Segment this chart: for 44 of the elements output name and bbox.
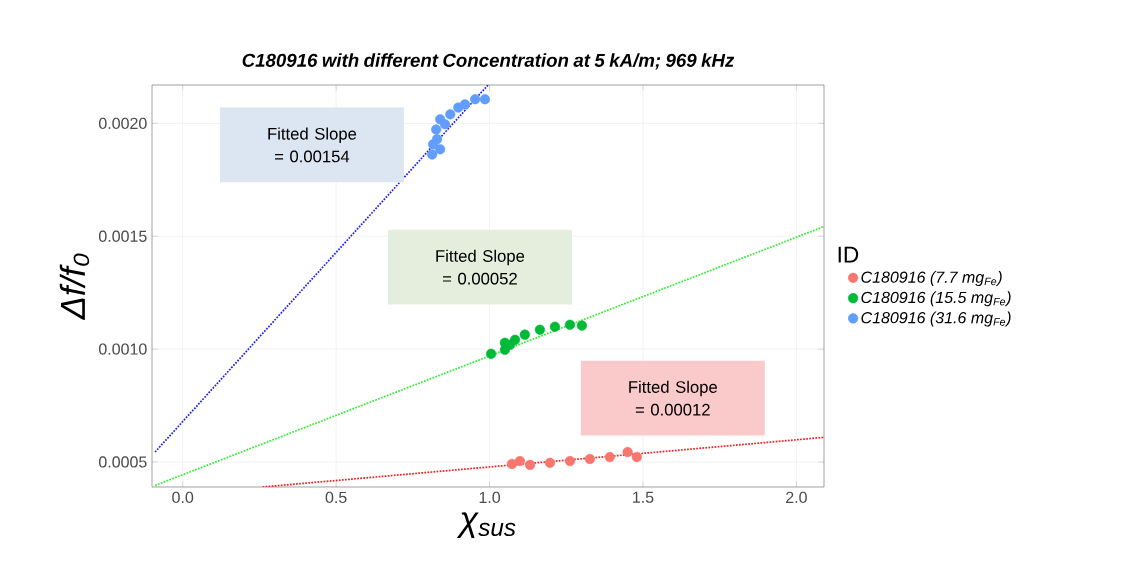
x-tick-label: 0.5 [325, 491, 347, 504]
point [576, 320, 587, 331]
point [631, 451, 642, 463]
y-axis-title: Δf/f₀ [59, 253, 90, 321]
point [564, 319, 576, 330]
y-tick-label: 0.0005 [98, 456, 147, 468]
point [479, 94, 491, 105]
point [470, 94, 481, 105]
x-tick-label: 0.0 [172, 491, 194, 504]
point [432, 134, 443, 145]
x-axis-title: χ$_{sus}$ [456, 512, 516, 539]
annotation: Fitted Slope = 0.00052 [436, 249, 525, 285]
annotation: Fitted Slope = 0.00154 [268, 127, 357, 163]
y-tick-label: 0.0015 [98, 230, 147, 242]
point [439, 119, 451, 130]
point [544, 457, 556, 468]
point [459, 99, 471, 110]
point [534, 324, 545, 335]
annotation: Fitted Slope = 0.00012 [629, 380, 717, 416]
point [509, 334, 521, 345]
point [514, 455, 525, 467]
x-tick-label: 2.0 [786, 491, 807, 504]
chart-title: C180916 with different Concentration at 5 kA/m; 969 kHz [242, 53, 735, 70]
point [445, 109, 456, 120]
point [435, 144, 446, 155]
point [427, 149, 438, 160]
legend-label: C180916 (31.6 mg$_{Fe}$) [861, 311, 1011, 327]
point [549, 321, 560, 332]
legend-title: ID [838, 246, 859, 263]
legend-label: C180916 (7.7 mg$_{Fe}$) [861, 271, 1002, 286]
point [604, 451, 615, 463]
point [524, 459, 536, 470]
point [584, 453, 595, 465]
y-tick-label: 0.0010 [98, 343, 147, 355]
point [486, 348, 497, 359]
point [519, 329, 530, 340]
x-tick-label: 1.5 [633, 491, 654, 503]
point [431, 124, 442, 135]
point [564, 455, 576, 467]
y-tick-label: 0.0020 [98, 117, 147, 130]
point [506, 458, 518, 470]
legend-label: C180916 (15.5 mg$_{Fe}$) [861, 291, 1011, 307]
x-tick-label: 1.0 [479, 491, 501, 504]
point [622, 446, 633, 458]
